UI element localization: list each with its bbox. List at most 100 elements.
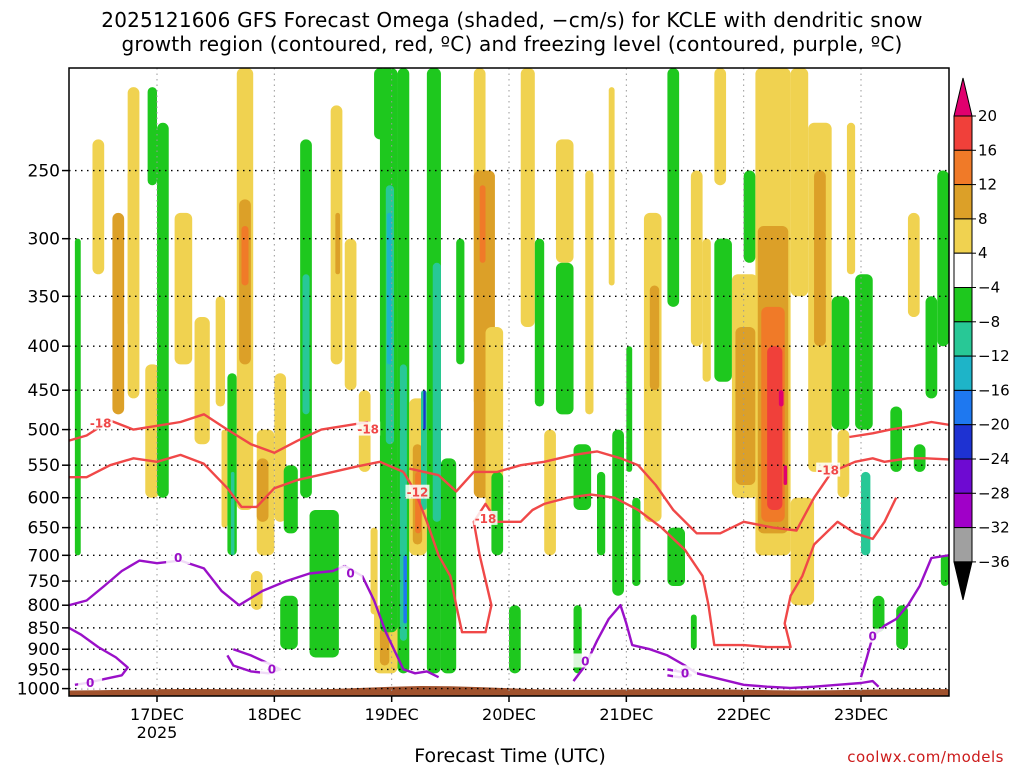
omega-shading-layer [74, 68, 949, 674]
y-tick-label-350: 350 [28, 287, 60, 307]
omega-region-93 [855, 274, 873, 430]
y-tick-label-750: 750 [28, 572, 60, 592]
colorbar-swatch-7 [953, 321, 973, 357]
omega-region-55 [520, 68, 535, 328]
omega-region-6 [145, 364, 160, 498]
dgz-contour-3 [409, 450, 949, 535]
freezing-label-bg-4 [573, 653, 598, 668]
omega-region-9 [194, 317, 210, 445]
colorbar-swatch-13 [953, 527, 973, 563]
colorbar-label-11: −28 [978, 484, 1010, 502]
freezing-label-bg-0 [166, 549, 191, 564]
dgz-contour-0 [69, 413, 369, 454]
y-tick-label-700: 700 [28, 546, 60, 566]
omega-region-76 [714, 238, 732, 382]
omega-region-73 [690, 614, 697, 650]
colorbar-swatch-9 [953, 389, 973, 426]
dgz-label-bg-2 [405, 484, 430, 499]
freezing-contour-label-0: 0 [174, 551, 182, 565]
omega-region-25 [309, 509, 339, 658]
chart-title-line-2: growth region (contoured, red, ºC) and f… [121, 32, 903, 56]
colorbar-swatch-5 [953, 252, 973, 288]
omega-region-91 [837, 429, 850, 498]
omega-region-16 [241, 226, 249, 286]
x-tick-label-17DEC: 17DEC [130, 705, 184, 724]
x-tick-label-19DEC: 19DEC [365, 705, 419, 724]
contour-layer: -18 -18 -12 -18 -18 0 0 0 0 0 0 0 [69, 413, 949, 690]
omega-region-95 [872, 595, 885, 633]
omega-region-5 [147, 87, 157, 186]
dgz-contour-4 [849, 420, 949, 439]
omega-region-47 [440, 458, 457, 674]
dgz-contour-2 [402, 471, 898, 649]
y-tick-label-800: 800 [28, 596, 60, 616]
omega-region-85 [783, 465, 788, 486]
dgz-label-bg-0 [88, 415, 113, 430]
omega-region-92 [846, 122, 856, 275]
omega-region-44 [423, 390, 426, 430]
x-tick-label-18DEC: 18DEC [247, 705, 301, 724]
freezing-contour-label-3: 0 [268, 662, 276, 676]
freezing-contour-0 [69, 559, 346, 607]
dgz-label-bg-3 [473, 510, 498, 525]
colorbar-label-7: −12 [978, 347, 1010, 365]
omega-region-69 [649, 285, 660, 391]
colorbar-swatch-4 [953, 218, 973, 254]
omega-region-33 [379, 627, 390, 666]
colorbar-label-2: 12 [978, 176, 997, 194]
x-tick-label-20DEC: 20DEC [482, 705, 536, 724]
omega-region-60 [573, 444, 592, 510]
omega-region-28 [344, 238, 357, 391]
dgz-contour-1 [69, 453, 404, 509]
x-tick-label-21DEC: 21DEC [599, 705, 653, 724]
omega-region-7 [157, 122, 169, 498]
y-axis-pressure: 2503003504004505005506006507007508008509… [17, 162, 69, 700]
omega-region-48 [456, 238, 465, 365]
colorbar-swatch-10 [953, 424, 973, 460]
x-tick-label-22DEC: 22DEC [717, 705, 771, 724]
y-tick-label-500: 500 [28, 421, 60, 441]
y-tick-label-600: 600 [28, 489, 60, 509]
omega-region-84 [778, 390, 784, 407]
omega-region-78 [735, 327, 756, 486]
omega-region-65 [612, 429, 624, 596]
colorbar-label-12: −32 [978, 519, 1010, 537]
omega-region-13 [230, 471, 235, 556]
colorbar-label-5: −4 [978, 279, 1000, 297]
dgz-label-bg-1 [356, 421, 381, 436]
colorbar-label-9: −20 [978, 416, 1010, 434]
omega-region-64 [608, 87, 615, 286]
colorbar-swatch-2 [953, 149, 973, 186]
omega-region-58 [555, 139, 574, 263]
omega-region-63 [597, 471, 606, 556]
dgz-contour-label-4: -18 [817, 464, 839, 478]
omega-region-4 [127, 170, 136, 328]
omega-region-83 [767, 346, 783, 510]
freezing-contour-label-4: 0 [581, 654, 589, 668]
omega-region-46 [432, 262, 441, 522]
omega-region-2 [112, 212, 125, 415]
omega-region-56 [534, 238, 545, 407]
colorbar-label-8: −16 [978, 381, 1010, 399]
y-tick-label-950: 950 [28, 660, 60, 680]
omega-region-52 [485, 327, 504, 510]
omega-region-1 [92, 139, 105, 275]
omega-region-70 [667, 68, 680, 307]
omega-region-27 [335, 212, 341, 275]
omega-region-71 [667, 527, 685, 587]
dgz-contour-label-1: -18 [357, 423, 379, 437]
omega-region-11 [221, 429, 228, 528]
dgz-label-bg-4 [816, 462, 841, 477]
freezing-contour-label-2: 0 [86, 676, 94, 690]
freezing-label-bg-5 [673, 665, 697, 680]
freezing-label-bg-3 [259, 661, 284, 676]
x-tick-sublabel-17DEC: 2025 [137, 723, 178, 742]
colorbar-label-6: −8 [978, 313, 1000, 331]
omega-region-102 [940, 555, 949, 587]
freezing-contour-label-6: 0 [869, 630, 877, 644]
dgz-contour-label-3: -18 [475, 512, 497, 526]
dgz-contour-label-2: -12 [407, 486, 429, 500]
omega-region-74 [702, 238, 711, 382]
omega-region-51 [479, 185, 486, 263]
